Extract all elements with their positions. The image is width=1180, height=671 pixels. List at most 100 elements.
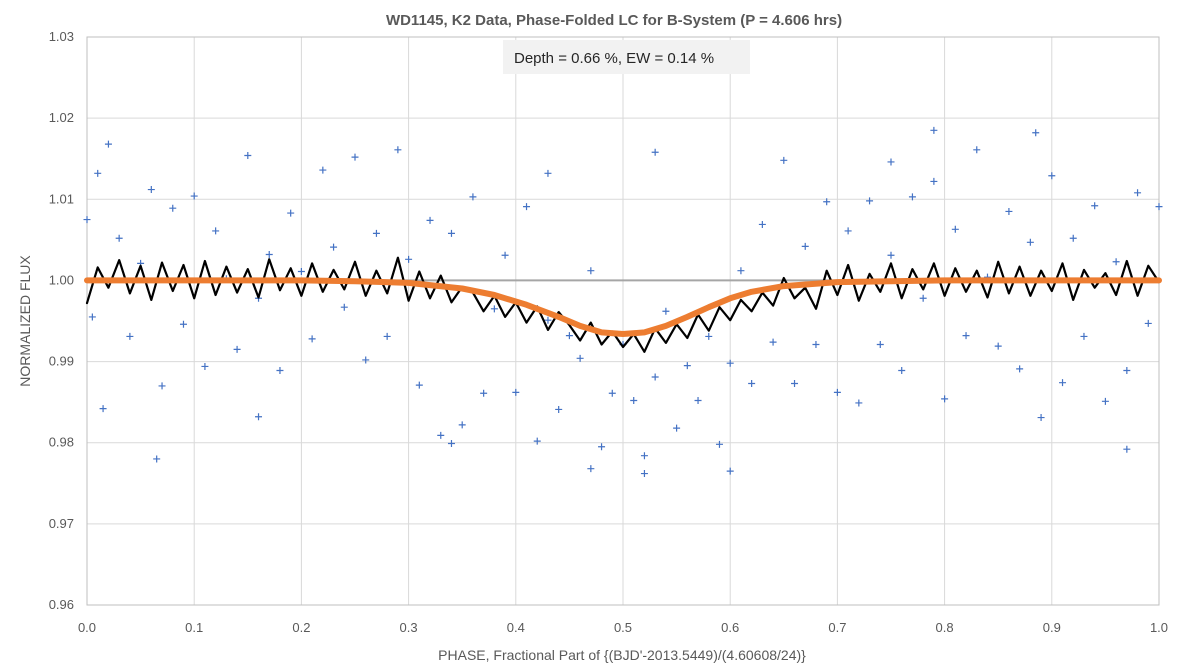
scatter-point xyxy=(887,251,895,259)
scatter-point xyxy=(951,225,959,233)
scatter-point xyxy=(153,455,161,463)
scatter-point xyxy=(866,197,874,205)
scatter-series xyxy=(83,126,1163,478)
scatter-point xyxy=(99,405,107,413)
transit-model-line xyxy=(84,277,1162,337)
scatter-point xyxy=(823,198,831,206)
scatter-point xyxy=(1123,366,1131,374)
scatter-point xyxy=(297,268,305,276)
scatter-point xyxy=(1123,445,1131,453)
scatter-point xyxy=(447,440,455,448)
x-tick-label: 0.0 xyxy=(78,620,96,635)
scatter-point xyxy=(748,379,756,387)
scatter-point xyxy=(694,397,702,405)
scatter-point xyxy=(962,332,970,340)
scatter-point xyxy=(94,169,102,177)
scatter-point xyxy=(88,313,96,321)
scatter-point xyxy=(1144,319,1152,327)
y-tick-label: 1.00 xyxy=(49,272,74,287)
scatter-point xyxy=(715,440,723,448)
y-tick-label: 1.03 xyxy=(49,29,74,44)
scatter-point xyxy=(255,413,263,421)
scatter-point xyxy=(287,209,295,217)
scatter-point xyxy=(1037,414,1045,422)
scatter-point xyxy=(630,397,638,405)
y-tick-label: 0.96 xyxy=(49,597,74,612)
scatter-point xyxy=(104,140,112,148)
scatter-point xyxy=(501,251,509,259)
scatter-point xyxy=(523,203,531,211)
scatter-point xyxy=(394,146,402,154)
scatter-point xyxy=(458,421,466,429)
line-layer xyxy=(84,256,1162,353)
scatter-point xyxy=(994,342,1002,350)
scatter-point xyxy=(308,335,316,343)
annotation-text: Depth = 0.66 %, EW = 0.14 % xyxy=(514,50,714,67)
scatter-point xyxy=(1048,172,1056,180)
scatter-point xyxy=(1032,129,1040,137)
scatter-point xyxy=(158,382,166,390)
scatter-point xyxy=(233,345,241,353)
scatter-point xyxy=(212,227,220,235)
scatter-point xyxy=(780,156,788,164)
scatter-point xyxy=(244,151,252,159)
scatter-point xyxy=(126,332,134,340)
plot-frame xyxy=(86,36,1160,606)
x-tick-label: 0.8 xyxy=(936,620,954,635)
scatter-point xyxy=(383,332,391,340)
scatter-point xyxy=(1026,238,1034,246)
scatter-point xyxy=(169,204,177,212)
scatter-point xyxy=(662,307,670,315)
scatter-point xyxy=(919,294,927,302)
x-tick-label: 0.5 xyxy=(614,620,632,635)
x-tick-label: 0.9 xyxy=(1043,620,1061,635)
scatter-point xyxy=(405,255,413,263)
y-axis-ticks: 0.96 0.97 0.98 0.99 1.00 1.01 1.02 1.03 xyxy=(49,29,74,612)
x-tick-label: 0.1 xyxy=(185,620,203,635)
scatter-point xyxy=(1069,234,1077,242)
scatter-point xyxy=(362,356,370,364)
x-axis-ticks: 0.0 0.1 0.2 0.3 0.4 0.5 0.6 0.7 0.8 0.9 1.0 xyxy=(78,620,1168,635)
scatter-point xyxy=(512,388,520,396)
scatter-point xyxy=(683,362,691,370)
y-tick-label: 0.97 xyxy=(49,516,74,531)
scatter-point xyxy=(608,389,616,397)
scatter-point xyxy=(447,229,455,237)
scatter-point xyxy=(801,242,809,250)
scatter-point xyxy=(565,332,573,340)
scatter-point xyxy=(1112,258,1120,266)
scatter-point xyxy=(319,166,327,174)
scatter-point xyxy=(83,216,91,224)
scatter-point xyxy=(201,362,209,370)
scatter-point xyxy=(726,467,734,475)
scatter-point xyxy=(533,437,541,445)
x-axis-title: PHASE, Fractional Part of {(BJD'-2013.54… xyxy=(438,647,806,663)
scatter-point xyxy=(1134,189,1142,197)
scatter-point xyxy=(930,126,938,134)
x-tick-label: 0.4 xyxy=(507,620,525,635)
scatter-point xyxy=(340,303,348,311)
scatter-point xyxy=(791,379,799,387)
scatter-point xyxy=(726,359,734,367)
scatter-point xyxy=(587,267,595,275)
scatter-point xyxy=(640,452,648,460)
y-axis-title: NORMALIZED FLUX xyxy=(17,255,33,387)
scatter-point xyxy=(426,216,434,224)
grid xyxy=(86,36,1160,606)
scatter-point xyxy=(1080,332,1088,340)
scatter-point xyxy=(1016,365,1024,373)
scatter-point xyxy=(147,186,155,194)
chart-title: WD1145, K2 Data, Phase-Folded LC for B-S… xyxy=(386,12,842,29)
scatter-point xyxy=(576,354,584,362)
scatter-point xyxy=(673,424,681,432)
scatter-point xyxy=(640,470,648,478)
x-tick-label: 0.2 xyxy=(292,620,310,635)
scatter-point xyxy=(758,220,766,228)
scatter-point xyxy=(941,395,949,403)
y-tick-label: 1.01 xyxy=(49,191,74,206)
scatter-point xyxy=(1059,379,1067,387)
scatter-point xyxy=(415,381,423,389)
y-tick-label: 0.98 xyxy=(49,435,74,450)
